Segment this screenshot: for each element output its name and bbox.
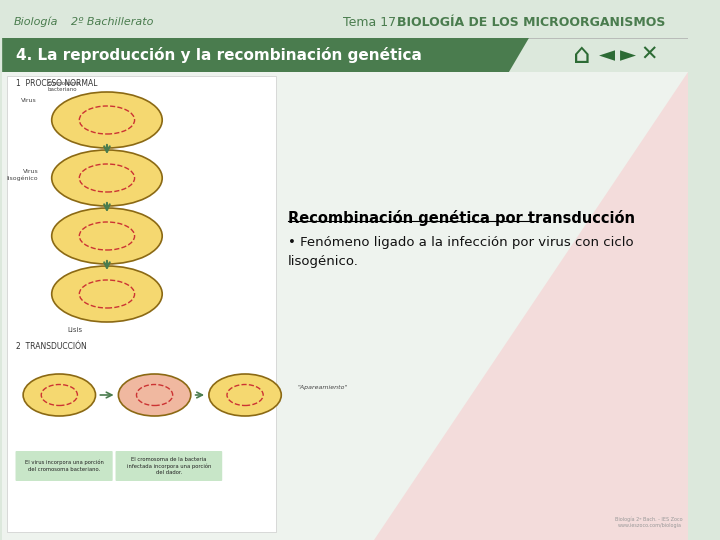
Text: ►: ► xyxy=(620,45,636,65)
Text: El cromosoma de la bacteria
infectada incorpora una porción
del dador.: El cromosoma de la bacteria infectada in… xyxy=(127,456,211,475)
FancyBboxPatch shape xyxy=(16,451,112,481)
Ellipse shape xyxy=(52,266,162,322)
Bar xyxy=(7,76,276,532)
Text: Virus: Virus xyxy=(21,98,37,103)
Text: 1  PROCESO NORMAL: 1 PROCESO NORMAL xyxy=(17,79,98,88)
Text: "Apareamiento": "Apareamiento" xyxy=(297,386,348,390)
Text: 4. La reproducción y la recombinación genética: 4. La reproducción y la recombinación ge… xyxy=(17,47,423,63)
Text: ◄: ◄ xyxy=(599,45,615,65)
Text: Biología 2º Bach. - IES Zoco
www.ieszoco.com/biologia: Biología 2º Bach. - IES Zoco www.ieszoco… xyxy=(615,516,683,528)
Text: Biología: Biología xyxy=(14,17,58,27)
Bar xyxy=(2,0,688,40)
Text: • Fenómeno ligado a la infección por virus con ciclo
lisogénico.: • Fenómeno ligado a la infección por vir… xyxy=(288,236,634,268)
Text: Cromosoma
bacteriano: Cromosoma bacteriano xyxy=(48,81,81,92)
Text: Recombinación genética por transducción: Recombinación genética por transducción xyxy=(288,210,635,226)
Text: El virus incorpora una porción
del cromosoma bacteriano.: El virus incorpora una porción del cromo… xyxy=(24,460,104,472)
Text: ✕: ✕ xyxy=(640,45,657,65)
Ellipse shape xyxy=(23,374,96,416)
FancyBboxPatch shape xyxy=(115,451,222,481)
Ellipse shape xyxy=(118,374,191,416)
Ellipse shape xyxy=(52,150,162,206)
Ellipse shape xyxy=(209,374,282,416)
Polygon shape xyxy=(374,72,688,540)
Ellipse shape xyxy=(52,208,162,264)
Bar xyxy=(2,72,688,540)
Text: ⌂: ⌂ xyxy=(573,41,591,69)
Text: BIOLOGÍA DE LOS MICROORGANISMOS: BIOLOGÍA DE LOS MICROORGANISMOS xyxy=(397,16,666,29)
Ellipse shape xyxy=(52,92,162,148)
Text: 2  TRANSDUCCIÓN: 2 TRANSDUCCIÓN xyxy=(17,342,87,351)
Polygon shape xyxy=(2,38,529,72)
Text: 2º Bachillerato: 2º Bachillerato xyxy=(71,17,153,27)
Text: Lisis: Lisis xyxy=(67,327,82,333)
Text: Virus
lisogénico: Virus lisogénico xyxy=(6,169,38,181)
Text: Tema 17.: Tema 17. xyxy=(343,16,408,29)
